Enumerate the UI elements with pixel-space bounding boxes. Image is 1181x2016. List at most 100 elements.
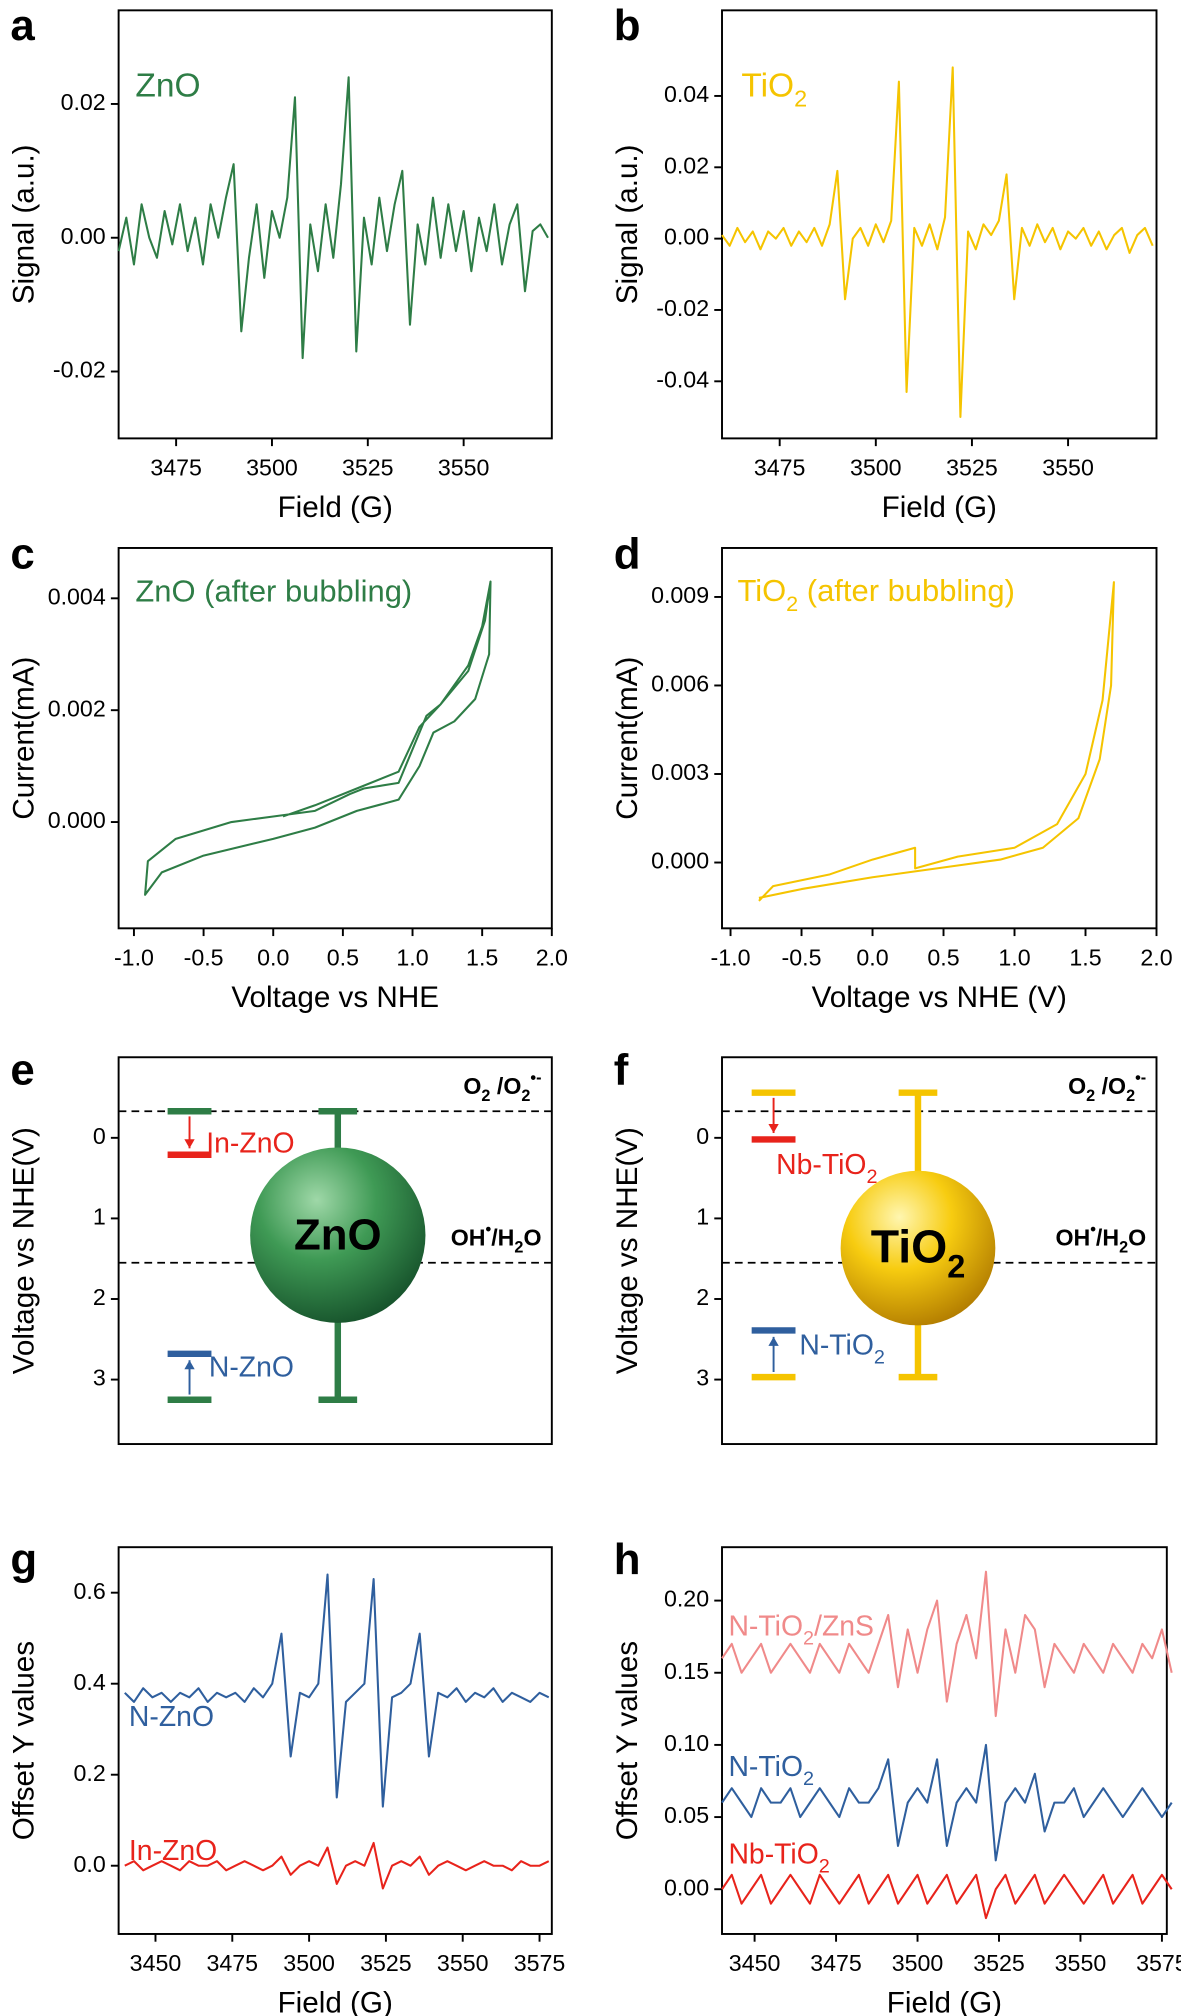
doped-label: N-ZnO [209, 1352, 294, 1384]
doped-label: In-ZnO [206, 1127, 294, 1159]
x-tick-label: 1.5 [466, 944, 498, 970]
plot-frame [117, 1546, 553, 1935]
x-tick-label: 1.0 [998, 944, 1030, 970]
y-tick-label: 2 [93, 1284, 106, 1310]
y-axis-label: Signal (a.u.) [611, 144, 644, 304]
x-axis-label: Field (G) [887, 1987, 1002, 2016]
x-tick-label: 3500 [246, 454, 298, 480]
y-tick-label: 0.00 [61, 223, 106, 249]
material-ball [840, 1170, 996, 1326]
material-label: TiO2 [871, 1221, 966, 1284]
level-label: OH•/H2O [1055, 1221, 1146, 1257]
series-line [117, 76, 549, 360]
panel-letter: a [10, 1, 35, 50]
y-tick-label: 0.006 [651, 671, 709, 697]
x-tick-label: 3550 [1042, 454, 1094, 480]
x-tick-label: 3450 [729, 1950, 781, 1976]
series-line [721, 1570, 1173, 1718]
y-tick-label: 0.02 [61, 89, 106, 115]
y-tick-label: 0.000 [651, 848, 709, 874]
y-tick-label: 0.04 [664, 81, 709, 107]
x-tick-label: 3475 [754, 454, 806, 480]
x-axis-label: Voltage vs NHE (V) [812, 981, 1067, 1014]
x-axis-label: Field (G) [278, 491, 393, 524]
series-line [721, 1743, 1173, 1862]
y-tick-label: 0.02 [664, 152, 709, 178]
arrow-head [184, 1360, 195, 1370]
series-label: N-TiO2 [728, 1751, 814, 1790]
y-axis-label: Offset Y values [8, 1641, 41, 1840]
y-axis-label: Voltage vs NHE(V) [8, 1127, 41, 1374]
y-tick-label: -0.02 [656, 295, 709, 321]
series-label: TiO2 (after bubbling) [737, 573, 1014, 616]
y-axis-label: Current(mA) [8, 657, 41, 820]
x-tick-label: 3475 [206, 1950, 258, 1976]
panel-letter: c [10, 530, 34, 579]
series-label: N-TiO2/ZnS [728, 1611, 873, 1650]
panel-letter: e [10, 1045, 34, 1094]
series-line [721, 1873, 1173, 1920]
x-tick-label: 1.0 [396, 944, 428, 970]
y-tick-label: 0.000 [48, 807, 106, 833]
x-tick-label: 0.0 [257, 944, 289, 970]
x-tick-label: 3500 [283, 1950, 335, 1976]
panel-letter: d [614, 530, 641, 579]
y-axis-label: Voltage vs NHE(V) [611, 1127, 644, 1374]
series-line [124, 1841, 550, 1890]
y-tick-label: 0 [696, 1123, 709, 1149]
y-tick-label: 0.05 [664, 1802, 709, 1828]
y-tick-label: 0.10 [664, 1730, 709, 1756]
plot-frame [721, 547, 1158, 930]
y-tick-label: 1 [93, 1204, 106, 1230]
x-tick-label: 2.0 [536, 944, 568, 970]
x-tick-label: -1.0 [114, 944, 154, 970]
series-line [124, 1573, 550, 1808]
panel-letter: g [10, 1535, 37, 1584]
x-tick-label: 3575 [1136, 1950, 1181, 1976]
y-tick-label: 0.00 [664, 1874, 709, 1900]
arrow-head [184, 1139, 195, 1149]
material-label: ZnO [294, 1210, 382, 1259]
x-tick-label: 3575 [514, 1950, 566, 1976]
x-tick-label: -0.5 [782, 944, 822, 970]
doped-label: Nb-TiO2 [776, 1149, 877, 1188]
y-tick-label: 0.003 [651, 759, 709, 785]
material-ball [250, 1147, 426, 1323]
doped-label: N-TiO2 [799, 1330, 885, 1369]
y-tick-label: 0.00 [664, 224, 709, 250]
x-tick-label: 3475 [810, 1950, 862, 1976]
y-tick-label: 0.2 [73, 1760, 105, 1786]
y-axis-label: Current(mA) [611, 657, 644, 820]
x-tick-label: 2.0 [1140, 944, 1172, 970]
series-label: ZnO [135, 68, 200, 105]
x-tick-label: 0.5 [927, 944, 959, 970]
y-tick-label: 0.20 [664, 1586, 709, 1612]
y-tick-label: -0.02 [53, 357, 106, 383]
y-tick-label: 0.0 [73, 1851, 105, 1877]
series-label: In-ZnO [129, 1835, 217, 1867]
x-tick-label: 0.5 [327, 944, 359, 970]
level-label: OH•/H2O [451, 1221, 542, 1257]
x-tick-label: 3525 [342, 454, 394, 480]
plot-frame [117, 9, 553, 440]
x-tick-label: 3500 [850, 454, 902, 480]
x-axis-label: Voltage vs NHE [231, 981, 439, 1014]
x-tick-label: 3550 [1055, 1950, 1107, 1976]
plot-frame [117, 547, 553, 930]
series-line [758, 581, 1115, 902]
y-tick-label: 0.002 [48, 695, 106, 721]
y-tick-label: 0.004 [48, 583, 106, 609]
series-label: Nb-TiO2 [728, 1839, 829, 1878]
y-tick-label: -0.04 [656, 366, 709, 392]
x-tick-label: 3550 [438, 454, 490, 480]
y-tick-label: 1 [696, 1204, 709, 1230]
x-tick-label: 3525 [946, 454, 998, 480]
y-tick-label: 0.009 [651, 582, 709, 608]
y-tick-label: 0.15 [664, 1658, 709, 1684]
y-axis-label: Offset Y values [611, 1641, 644, 1840]
x-tick-label: 3450 [130, 1950, 182, 1976]
x-tick-label: -0.5 [184, 944, 224, 970]
panel-letter: f [614, 1045, 629, 1094]
